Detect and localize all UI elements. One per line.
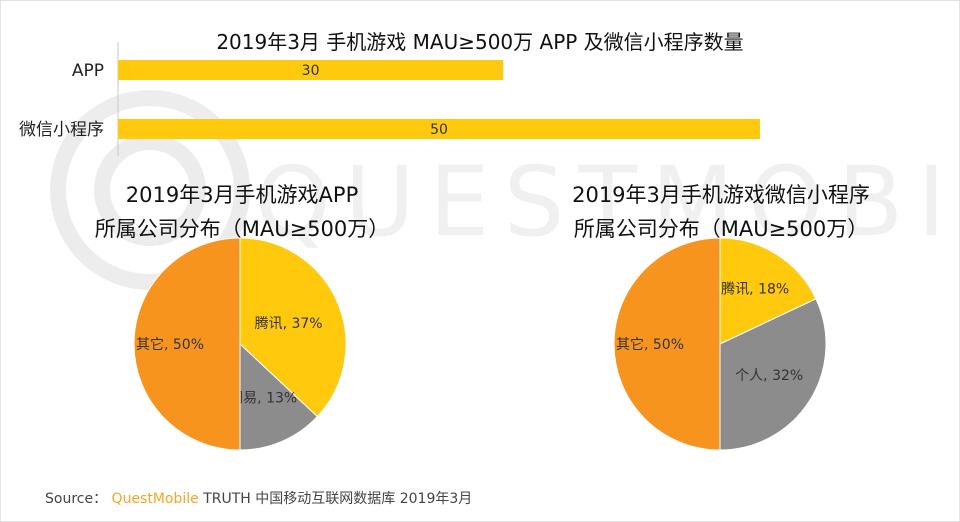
- bar-category-label-0: APP: [72, 61, 104, 81]
- pie2-slice-label-1: 个人, 32%: [735, 368, 803, 384]
- pie2-slice-2: [613, 237, 721, 451]
- pie1-slice-0: [239, 237, 347, 418]
- pie-app-title: 2019年3月手机游戏APP 所属公司分布（MAU≥500万）: [92, 178, 392, 246]
- source-prefix: Source：: [45, 491, 108, 507]
- pie-app-chart: 腾讯, 37% 网易, 13% 其它, 50%: [133, 237, 347, 451]
- watermark-inner-ring-icon: [94, 134, 206, 246]
- source-rest: TRUTH 中国移动互联网数据库 2019年3月: [198, 491, 473, 507]
- pie2-slice-0: [719, 237, 817, 345]
- pie2-slice-label-0: 腾讯, 18%: [721, 281, 789, 298]
- bar-value-label-1: 50: [430, 122, 448, 138]
- bar-chart-title: 2019年3月 手机游戏 MAU≥500万 APP 及微信小程序数量: [216, 30, 744, 54]
- pie2-slice-1: [719, 298, 827, 451]
- pie1-slice-label-0: 腾讯, 37%: [255, 315, 323, 332]
- pie-miniprogram-title-line-2: 所属公司分布（MAU≥500万）: [573, 217, 869, 241]
- pie-app-title-line-1: 2019年3月手机游戏APP: [125, 183, 359, 207]
- pie2-slice-label-2: 其它, 50%: [616, 336, 684, 353]
- bar-category-label-1: 微信小程序: [19, 120, 104, 140]
- bar-0: [118, 60, 504, 80]
- pie-miniprogram-chart: 腾讯, 18% 个人, 32% 其它, 50%: [613, 237, 827, 451]
- source-brand: QuestMobile: [111, 491, 199, 507]
- bar-chart: 30 APP 50 微信小程序: [19, 42, 760, 156]
- pie1-slice-label-1: 网易, 13%: [229, 391, 297, 407]
- bar-1: [118, 119, 760, 139]
- pie-miniprogram-title-line-1: 2019年3月手机游戏微信小程序: [572, 183, 870, 207]
- pie-miniprogram-title: 2019年3月手机游戏微信小程序 所属公司分布（MAU≥500万）: [566, 178, 876, 246]
- watermark-ring-icon: [50, 90, 250, 290]
- watermark-text: QUESTMOBILE: [255, 146, 960, 258]
- bar-value-label-0: 30: [302, 63, 320, 79]
- pie-app-title-line-2: 所属公司分布（MAU≥500万）: [94, 217, 390, 241]
- pie1-slice-label-2: 其它, 50%: [136, 336, 204, 353]
- source-note: Source： QuestMobile TRUTH 中国移动互联网数据库 201…: [45, 488, 472, 508]
- pie1-slice-2: [133, 237, 241, 451]
- pie1-slice-1: [239, 342, 318, 451]
